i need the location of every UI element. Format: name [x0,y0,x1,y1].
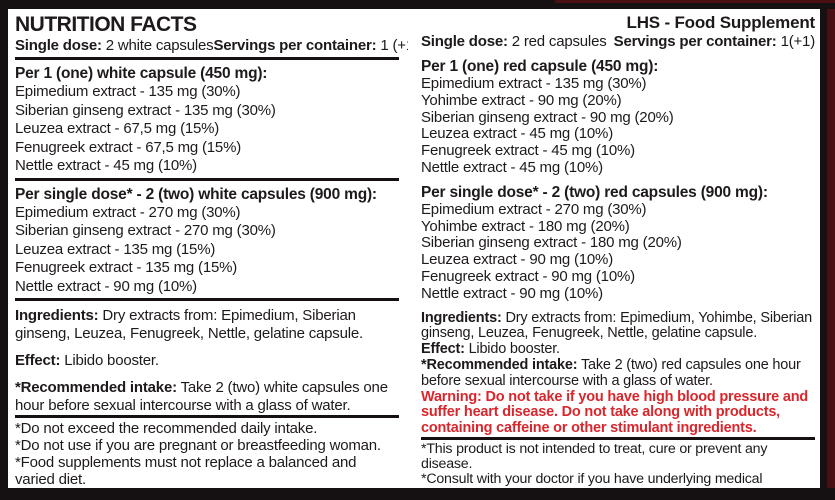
extract-line: Siberian ginseng extract - 90 mg (20%) [421,108,674,126]
left-single-dose: Single dose: 2 white capsules [15,37,214,55]
frame-right-border [820,0,827,500]
left-info-section: Ingredients: Dry extracts from: Epimediu… [15,307,399,415]
left-per-capsule-block: Per 1 (one) white capsule (450 mg): Epim… [15,62,399,176]
right-per-dose-items: Epimedium extract - 270 mg (30%) Yohimbe … [421,200,815,303]
right-per-dose-block: Per single dose* - 2 (two) red capsules … [421,181,815,303]
extract-line: Siberian ginseng extract - 180 mg (20%) [421,234,682,252]
intake-line: *Recommended intake: Take 2 (two) red ca… [421,356,801,389]
extract-line: Siberian ginseng extract - 270 mg (30%) [15,222,276,240]
panel-red-capsules: LHS - Food Supplement Single dose: 2 red… [408,9,820,488]
divider [15,177,399,181]
extract-line: Nettle extract - 90 mg (10%) [15,277,197,295]
left-title-row: NUTRITION FACTS [15,13,399,37]
package-edge-top [555,0,835,3]
extract-line: Leuzea extract - 90 mg (10%) [421,251,613,269]
ingredients-line: Ingredients: Dry extracts from: Epimediu… [15,307,363,342]
extract-line: Nettle extract - 45 mg (10%) [15,157,197,175]
product-type-title: LHS - Food Supplement [626,13,816,32]
footnote-line: *Do not exceed the recommended daily int… [15,420,318,437]
right-per-capsule-block: Per 1 (one) red capsule (450 mg): Epimed… [421,55,815,177]
right-title-row: LHS - Food Supplement [421,13,816,33]
extract-line: Leuzea extract - 135 mg (15%) [15,240,216,258]
ingredients-line: Ingredients: Dry extracts from: Epimediu… [421,309,812,342]
frame-top-border [0,0,835,9]
extract-line: Siberian ginseng extract - 135 mg (30%) [15,101,276,119]
extract-line: Epimedium extract - 270 mg (30%) [15,203,241,221]
panel-white-capsules: NUTRITION FACTS Single dose: 2 white cap… [8,9,408,488]
divider [421,436,815,440]
extract-line: Epimedium extract - 270 mg (30%) [421,200,647,218]
extract-line: Epimedium extract - 135 mg (30%) [15,83,241,101]
footnote-line: *This product is not intended to treat, … [421,440,768,472]
extract-line: Nettle extract - 90 mg (10%) [421,284,603,302]
effect-line: Effect: Libido booster. [15,352,159,369]
section-heading: Per single dose* - 2 (two) white capsule… [15,185,377,203]
extract-line: Fenugreek extract - 45 mg (10%) [421,142,635,160]
package-edge-right [827,0,835,500]
label-content: NUTRITION FACTS Single dose: 2 white cap… [8,9,820,488]
extract-line: Fenugreek extract - 90 mg (10%) [421,267,635,285]
extract-line: Leuzea extract - 45 mg (10%) [421,125,613,143]
extract-line: Yohimbe extract - 180 mg (20%) [421,217,630,235]
extract-line: Yohimbe extract - 90 mg (20%) [421,91,622,109]
section-heading: Per 1 (one) white capsule (450 mg): [15,65,268,83]
extract-line: Leuzea extract - 67,5 mg (15%) [15,120,220,138]
right-servings: Servings per container: 1(+1) [613,33,816,50]
right-footnotes: *This product is not intended to treat, … [421,440,815,488]
divider [15,57,399,61]
section-heading: Per 1 (one) red capsule (450 mg): [421,58,659,75]
left-footnotes-section: *Do not exceed the recommended daily int… [15,415,399,488]
divider [15,298,399,301]
left-per-dose-items: Epimedium extract - 270 mg (30%) Siberian… [15,204,399,297]
right-info-section: Ingredients: Dry extracts from: Epimediu… [421,309,815,437]
left-per-capsule-items: Epimedium extract - 135 mg (30%) Siberian… [15,83,399,176]
extract-line: Fenugreek extract - 67,5 mg (15%) [15,138,242,156]
footnote-line: *Consult with your doctor if you have un… [421,470,763,488]
extract-line: Fenugreek extract - 135 mg (15%) [15,259,238,277]
footnote-line: *Do not use if you are pregnant or breas… [15,437,381,454]
right-per-capsule-items: Epimedium extract - 135 mg (30%) Yohimbe … [421,75,815,177]
extract-line: Nettle extract - 45 mg (10%) [421,158,603,176]
warning-text: Warning: Do not take if you have high bl… [421,388,809,437]
right-single-dose: Single dose: 2 red capsules [421,33,607,50]
section-heading: Per single dose* - 2 (two) red capsules … [421,183,768,201]
frame-left-border [0,0,8,500]
left-servings: Servings per container: 1 (+1) [213,37,408,55]
right-dose-row: Single dose: 2 red capsules Servings per… [421,33,815,50]
left-footnotes: *Do not exceed the recommended daily int… [15,420,399,488]
frame-bottom-border [0,488,835,500]
extract-line: Epimedium extract - 135 mg (30%) [421,75,647,92]
right-footnotes-section: *This product is not intended to treat, … [421,436,815,488]
left-per-dose-block: Per single dose* - 2 (two) white capsule… [15,183,399,297]
page-title: NUTRITION FACTS [15,13,197,36]
divider [15,415,399,418]
footnote-line: *Food supplements must not replace a bal… [15,454,357,488]
intake-line: *Recommended intake: Take 2 (two) white … [15,379,388,414]
left-dose-row: Single dose: 2 white capsules Servings p… [15,37,408,55]
effect-line: Effect: Libido booster. [421,341,560,358]
